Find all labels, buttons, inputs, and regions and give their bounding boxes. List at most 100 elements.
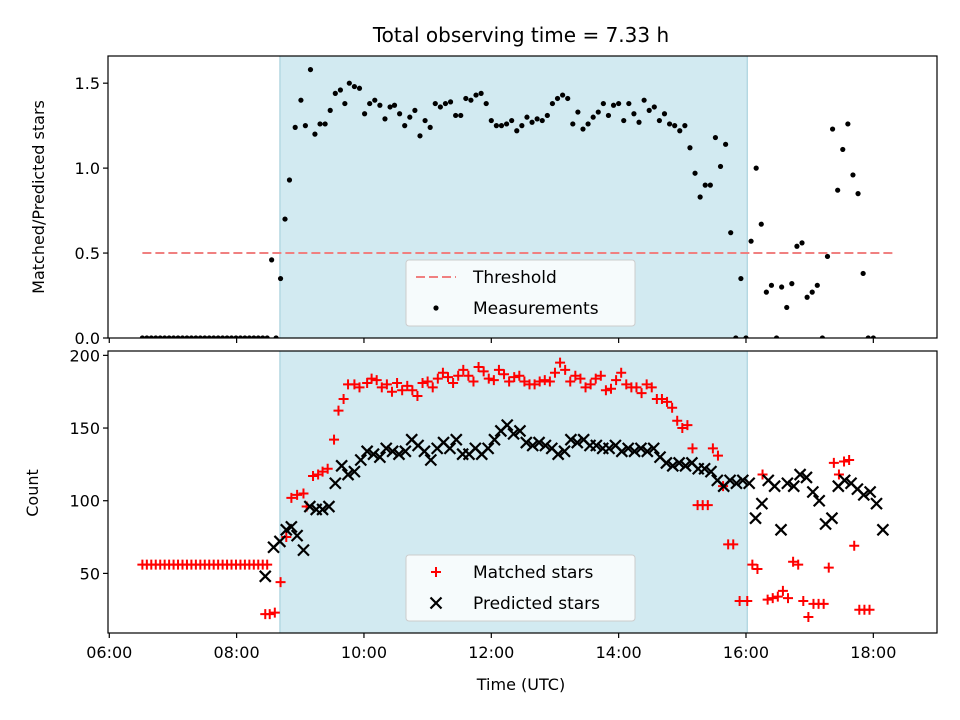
matched-stars-point [549,367,560,378]
measurement-point [682,123,688,129]
matched-stars-point [788,556,799,567]
top-y-axis-label: Matched/Predicted stars [29,100,48,294]
predicted-stars-point [666,459,680,473]
matched-stars-point [712,450,723,461]
y-tick-label: 150 [69,419,100,438]
measurement-point [748,238,754,244]
matched-stars-point [262,559,273,570]
predicted-stars-point [641,445,654,458]
measurement-point [447,99,454,105]
measurement-point [377,102,383,108]
matched-stars-point [575,373,586,384]
measurement-point [170,335,177,338]
measurement-point [799,240,805,246]
measurement-point [332,90,338,96]
measurement-point [600,100,606,107]
predicted-stars-point [424,453,438,467]
measurement-point [372,97,378,103]
matched-stars-point [422,376,433,387]
measurement-point [206,335,212,338]
predicted-stars-point [679,459,692,473]
measurement-point [175,335,181,338]
predicted-stars-point [360,445,374,458]
matched-stars-point [707,443,718,454]
predicted-stars-point [500,418,514,432]
measurement-point [692,170,698,176]
measurement-point [702,182,708,188]
measurement-point [733,335,739,338]
matched-stars-point [354,382,365,393]
matched-stars-point [478,366,489,377]
predicted-stars-point [258,570,272,583]
matched-stars-point [349,379,360,390]
measurement-point [804,294,810,300]
measurement-point [473,92,479,98]
measurement-point [488,117,494,124]
measurement-point [824,253,831,260]
measurement-point [636,119,642,125]
predicted-stars-point [698,462,711,476]
matched-stars-point [672,415,683,426]
predicted-stars-point [825,511,839,525]
measurement-point [794,243,800,249]
measurement-point [228,335,235,338]
measurement-point [417,133,423,139]
y-tick-label: 1.0 [75,159,100,178]
matched-stars-point [757,469,768,480]
x-tick-label: 14:00 [596,643,642,662]
measurement-point [870,335,876,338]
measurement-point [184,335,190,338]
measurement-point [397,111,403,117]
matched-stars-point [777,585,788,596]
matched-stars-point [292,489,303,500]
matched-stars-point [833,469,844,480]
measurement-point [144,335,150,338]
predicted-stars-point [704,465,718,478]
count-panel: 50 100 150 200 06:00 08:00 10:00 12:00 14:00 16:0… [69,346,938,662]
matched-stars-point [621,379,632,390]
measurement-point [356,85,363,91]
predicted-stars-point [303,500,317,513]
predicted-stars-point [443,442,457,455]
y-tick-label: 0.5 [75,244,100,263]
measurement-point [728,230,734,236]
measurement-point [784,304,790,311]
measurement-point [139,335,145,338]
measurement-point [646,107,652,113]
measurement-point [367,100,373,107]
predicted-stars-point [570,436,584,449]
predicted-stars-point [348,465,361,478]
bottom-y-axis-label: Count [23,469,42,517]
matched-stars-point [468,376,479,387]
measurement-point [317,121,323,127]
measurement-point [478,90,484,96]
matched-stars-point [338,393,349,404]
matched-stars-point [662,396,673,407]
matched-stars-point [453,370,464,381]
plot-area [137,357,890,623]
matched-stars-point [616,367,627,378]
measurement-point [242,335,248,338]
measurement-point [307,66,314,73]
measurement-point [707,182,713,188]
predicted-stars-point [367,447,380,461]
measurement-point [712,134,719,141]
matched-stars-point [762,594,773,605]
predicted-stars-point [329,477,342,490]
measurement-point [277,275,284,282]
predicted-stars-point [749,511,762,525]
measurement-point [610,102,617,108]
predicted-stars-point [628,445,641,458]
measurement-point [503,121,510,127]
matched-stars-point [529,379,540,390]
measurement-point [269,257,275,263]
predicted-stars-point [590,439,603,452]
predicted-stars-point [781,477,794,490]
measurement-point [672,123,678,129]
predicted-stars-point [520,436,533,449]
measurement-point [202,335,208,338]
matched-stars-point [742,596,753,607]
matched-stars-point [317,466,328,477]
measurement-point [327,107,333,113]
measurement-point [840,146,846,153]
